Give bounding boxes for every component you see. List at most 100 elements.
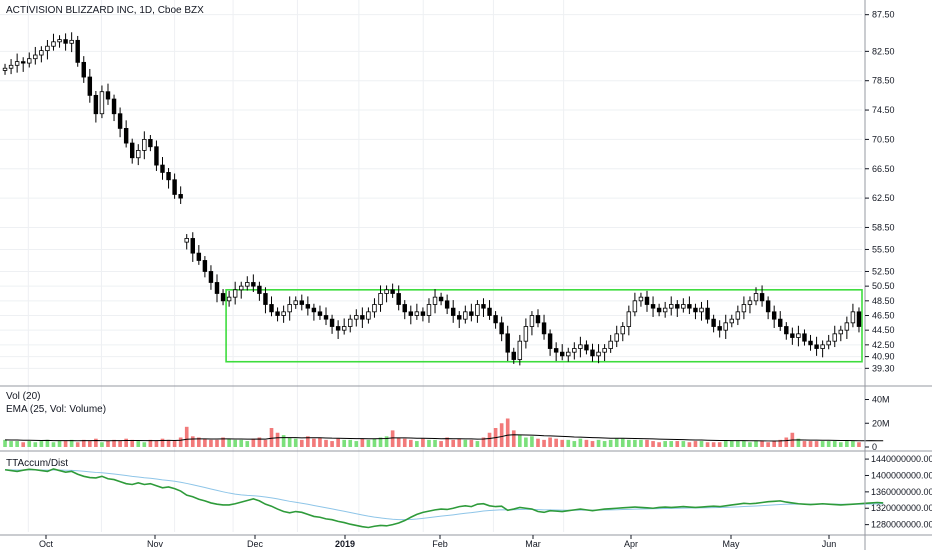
time-tick-label: Oct	[39, 539, 54, 549]
volume-bar	[699, 441, 704, 447]
candle-body	[323, 315, 329, 320]
candle-body	[166, 172, 171, 181]
volume-bar	[136, 441, 141, 447]
candle-body	[523, 326, 529, 342]
volume-bar	[669, 441, 674, 447]
candle-body	[269, 304, 274, 313]
candle-body	[208, 271, 214, 283]
candle-body	[414, 311, 420, 316]
candle-body	[493, 315, 498, 324]
candle-body	[366, 311, 371, 320]
candle-body	[263, 293, 268, 305]
volume-bar	[572, 441, 577, 447]
volume-bar	[778, 439, 783, 447]
volume-bar	[348, 439, 353, 447]
volume-bar	[245, 441, 250, 447]
volume-bar	[536, 438, 540, 447]
candle-body	[142, 139, 147, 151]
volume-bar	[63, 441, 68, 447]
candle-body	[620, 326, 625, 335]
volume-bar	[166, 439, 171, 447]
candle-body	[802, 333, 807, 342]
volume-bar	[766, 442, 770, 447]
volume-bar	[439, 441, 443, 447]
candle-body	[850, 311, 856, 324]
volume-bar	[608, 439, 613, 447]
volume-bar	[808, 441, 813, 447]
volume-pane-title: Vol (20)	[6, 391, 40, 402]
volume-bar	[711, 442, 716, 447]
volume-bar	[221, 437, 225, 447]
candle-body	[832, 333, 837, 342]
volume-bar	[451, 439, 456, 447]
candle-body	[511, 351, 516, 360]
candle-body	[232, 289, 238, 298]
candle-body	[251, 282, 256, 287]
candle-body	[420, 311, 426, 316]
price-tick-label: 52.50	[872, 266, 895, 276]
accum-ma-line	[5, 469, 884, 521]
volume-bar	[94, 438, 98, 447]
volume-bar	[851, 441, 855, 447]
volume-bar	[857, 442, 861, 447]
volume-bar	[554, 438, 558, 447]
candle-body	[705, 307, 710, 320]
candle-body	[196, 252, 202, 261]
candle-body	[39, 50, 44, 56]
volume-bar	[45, 439, 50, 447]
volume-bar	[408, 439, 413, 447]
candle-body	[57, 39, 62, 43]
volume-bar	[421, 438, 425, 447]
price-tick-label: 42.50	[872, 340, 895, 350]
volume-bar	[705, 442, 710, 447]
volume-bar	[639, 439, 643, 447]
volume-bar	[69, 439, 74, 447]
volume-bar	[645, 439, 649, 447]
time-tick-label: Dec	[247, 539, 264, 549]
candle-body	[541, 322, 547, 335]
volume-bar	[602, 441, 607, 447]
volume-bar	[178, 437, 183, 447]
price-tick-label: 62.50	[872, 193, 895, 203]
candle-body	[566, 351, 571, 357]
volume-bar	[511, 430, 516, 447]
candle-body	[572, 348, 577, 353]
candle-body	[396, 293, 401, 305]
candle-body	[535, 315, 541, 324]
candle-body	[426, 304, 432, 316]
volume-bar	[463, 439, 468, 447]
candle-body	[656, 307, 662, 313]
price-tick-label: 40.90	[872, 352, 895, 362]
volume-bar	[81, 439, 86, 447]
price-tick-label: 55.50	[872, 244, 895, 254]
volume-bar	[203, 438, 207, 447]
candle-body	[778, 318, 783, 327]
candle-body	[20, 61, 26, 64]
price-tick-label: 82.50	[872, 46, 895, 56]
volume-bar	[518, 435, 522, 447]
volume-bar	[190, 436, 195, 447]
candle-body	[311, 307, 317, 313]
candle-body	[499, 322, 504, 335]
candle-body	[699, 307, 704, 313]
volume-bar	[614, 438, 619, 447]
volume-bar	[118, 441, 122, 447]
volume-bar	[796, 438, 801, 447]
volume-bar	[475, 441, 480, 447]
volume-bar	[378, 437, 383, 447]
candle-body	[553, 348, 559, 353]
chart-title: ACTIVISION BLIZZARD INC, 1D, Cboe BZX	[6, 5, 204, 16]
volume-bar	[736, 441, 740, 447]
volume-bar	[124, 438, 128, 447]
annotation-box	[225, 289, 863, 363]
time-tick-label: Feb	[432, 539, 448, 549]
volume-bar	[681, 441, 686, 447]
volume-bar	[233, 439, 237, 447]
candle-body	[317, 311, 323, 316]
time-tick-label: 2019	[335, 539, 355, 549]
volume-bar	[826, 441, 831, 447]
candle-body	[111, 98, 117, 115]
candle-body	[765, 300, 771, 313]
